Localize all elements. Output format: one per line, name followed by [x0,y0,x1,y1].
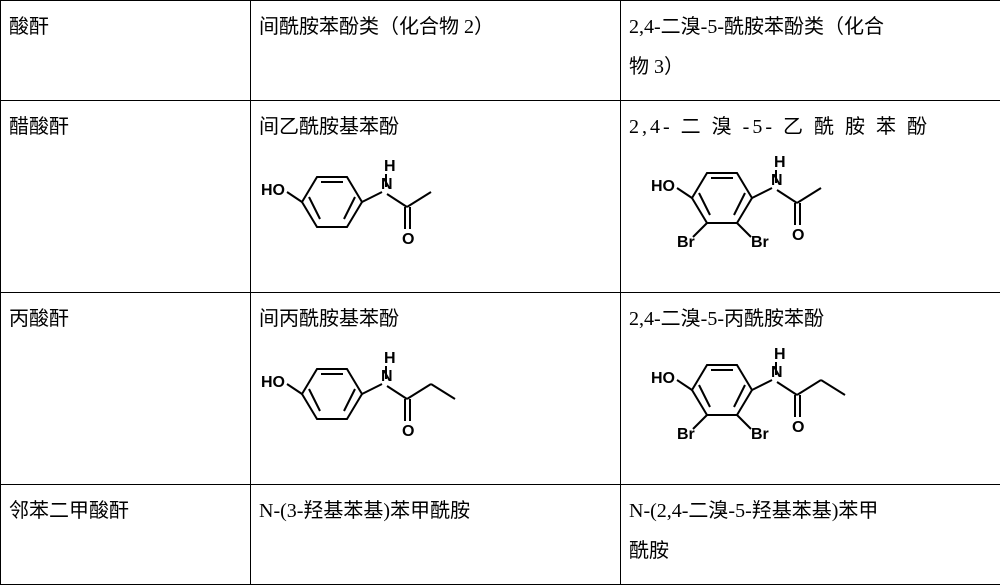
text: 间丙酰胺基苯酚 [259,299,612,339]
cell-compound3-1: 2,4- 二 溴 -5- 乙 酰 胺 苯 酚 [621,100,1000,292]
svg-text:H: H [774,346,786,363]
svg-text:H: H [774,154,786,171]
atom-ho: HO [261,182,285,199]
table-row: 丙酸酐 间丙酰胺基苯酚 HO N H [1,292,1000,484]
cell-header-1: 酸酐 [1,1,251,101]
table-row: 醋酸酐 间乙酰胺基苯酚 [1,100,1000,292]
structure-phenol-acetamide: HO N H O [259,147,612,252]
text: N-(3-羟基苯基)苯甲酰胺 [259,491,612,531]
cell-compound2-1: 间乙酰胺基苯酚 [251,100,621,292]
cell-anhydride-1: 醋酸酐 [1,100,251,292]
text-line2: 酰胺 [629,531,992,571]
cell-header-3: 2,4-二溴-5-酰胺苯酚类（化合 物 3） [621,1,1000,101]
text-line2: 物 3） [629,47,992,87]
text: 间乙酰胺基苯酚 [259,107,612,147]
cell-anhydride-3: 邻苯二甲酸酐 [1,485,251,585]
table-row: 邻苯二甲酸酐 N-(3-羟基苯基)苯甲酰胺 N-(2,4-二溴-5-羟基苯基)苯… [1,485,1000,585]
svg-text:H: H [384,350,396,367]
svg-text:Br: Br [751,234,769,251]
text: 酸酐 [9,7,242,47]
text: 醋酸酐 [9,107,242,147]
atom-h: H [384,158,396,175]
cell-compound3-2: 2,4-二溴-5-丙酰胺苯酚 HO [621,292,1000,484]
svg-text:Br: Br [751,426,769,443]
atom-o: O [402,231,414,248]
structure-dibromo-phenol-acetamide: HO Br Br N H O [629,147,992,252]
svg-text:Br: Br [677,426,695,443]
text: 邻苯二甲酸酐 [9,491,242,531]
svg-text:Br: Br [677,234,695,251]
chemistry-table: 酸酐 间酰胺苯酚类（化合物 2） 2,4-二溴-5-酰胺苯酚类（化合 物 3） … [0,0,1000,585]
svg-text:HO: HO [651,370,675,387]
table-container: 酸酐 间酰胺苯酚类（化合物 2） 2,4-二溴-5-酰胺苯酚类（化合 物 3） … [0,0,1000,585]
svg-text:HO: HO [651,178,675,195]
structure-phenol-propionamide: HO N H O [259,339,612,444]
cell-header-2: 间酰胺苯酚类（化合物 2） [251,1,621,101]
cell-anhydride-2: 丙酸酐 [1,292,251,484]
text: 丙酸酐 [9,299,242,339]
svg-text:O: O [792,419,804,436]
text: 间酰胺苯酚类（化合物 2） [259,7,612,47]
cell-compound2-2: 间丙酰胺基苯酚 HO N H [251,292,621,484]
text: 2,4-二溴-5-丙酰胺苯酚 [629,299,992,339]
cell-compound3-3: N-(2,4-二溴-5-羟基苯基)苯甲 酰胺 [621,485,1000,585]
svg-text:O: O [792,227,804,244]
text-line1: 2,4-二溴-5-酰胺苯酚类（化合 [629,7,992,47]
table-row: 酸酐 间酰胺苯酚类（化合物 2） 2,4-二溴-5-酰胺苯酚类（化合 物 3） [1,1,1000,101]
svg-text:HO: HO [261,374,285,391]
svg-text:O: O [402,423,414,440]
text: 2,4- 二 溴 -5- 乙 酰 胺 苯 酚 [629,107,992,147]
structure-dibromo-phenol-propionamide: HO Br Br N H O [629,339,992,444]
text-line1: N-(2,4-二溴-5-羟基苯基)苯甲 [629,491,992,531]
cell-compound2-3: N-(3-羟基苯基)苯甲酰胺 [251,485,621,585]
